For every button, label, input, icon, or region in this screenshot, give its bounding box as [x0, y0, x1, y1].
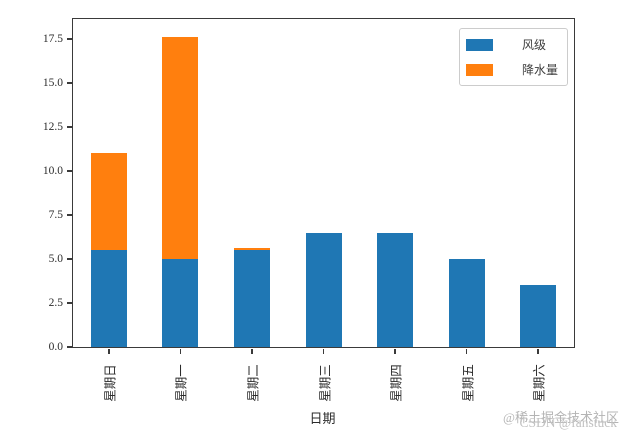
- x-tick-mark: [179, 348, 182, 354]
- x-tick-label: 星期三: [318, 364, 332, 402]
- x-tick-mark: [322, 348, 325, 354]
- bar-segment-wind: [162, 259, 199, 347]
- legend-row: 风级: [465, 36, 558, 53]
- y-tick-mark: [66, 126, 72, 128]
- legend-row: 降水量: [465, 61, 558, 78]
- bar-segment-precipitation: [90, 153, 127, 251]
- legend-swatch-wind-icon: [465, 38, 493, 51]
- bar-segment-precipitation: [162, 37, 199, 260]
- x-tick-mark: [108, 348, 110, 354]
- legend-label-wind: 风级: [521, 38, 546, 52]
- y-tick-label: 2.5: [48, 297, 63, 309]
- bar-segment-wind: [377, 232, 414, 347]
- x-tick-label: 星期二: [246, 364, 261, 402]
- plot-area: 风级 降水量 0.0 2.5 5.0 7.5 10.0 12.5 15.0 17.5 星期日 星期…: [43, 18, 575, 402]
- x-tick-mark: [394, 348, 396, 354]
- bar-segment-wind: [90, 250, 127, 347]
- y-tick-mark: [66, 82, 72, 84]
- legend-swatch-precipitation-icon: [465, 63, 493, 76]
- x-tick-label: 星期四: [389, 364, 404, 402]
- x-axis-label: 日期: [309, 411, 336, 426]
- x-tick-mark: [537, 348, 539, 354]
- bar-segment-wind: [233, 250, 270, 347]
- y-tick-mark: [66, 170, 72, 172]
- y-tick-mark: [66, 346, 72, 348]
- bar-segment-wind: [305, 232, 342, 347]
- y-tick-label: 12.5: [42, 121, 63, 134]
- x-tick-label: 星期日: [103, 364, 118, 402]
- y-tick-label: 15.0: [42, 77, 63, 90]
- y-tick-mark: [66, 302, 72, 304]
- bar-segment-wind: [520, 285, 557, 347]
- y-tick-mark: [66, 214, 72, 216]
- legend-label-precipitation: 降水量: [521, 63, 558, 77]
- y-tick-label: 17.5: [42, 33, 63, 46]
- y-tick-label: 7.5: [48, 209, 63, 222]
- y-tick-label: 0.0: [48, 341, 63, 353]
- x-tick-mark: [465, 348, 468, 354]
- x-tick-label: 星期五: [461, 364, 476, 402]
- x-tick-label: 星期六: [532, 364, 547, 402]
- x-tick-label: 星期一: [174, 364, 189, 402]
- y-tick-label: 5.0: [48, 253, 63, 266]
- legend: 风级 降水量: [458, 28, 568, 86]
- y-tick-mark: [66, 38, 72, 40]
- y-tick-label: 10.0: [42, 165, 63, 178]
- x-tick-mark: [251, 348, 253, 354]
- y-tick-mark: [66, 258, 72, 260]
- bar-segment-wind: [448, 259, 485, 347]
- bar-segment-precipitation: [233, 248, 270, 251]
